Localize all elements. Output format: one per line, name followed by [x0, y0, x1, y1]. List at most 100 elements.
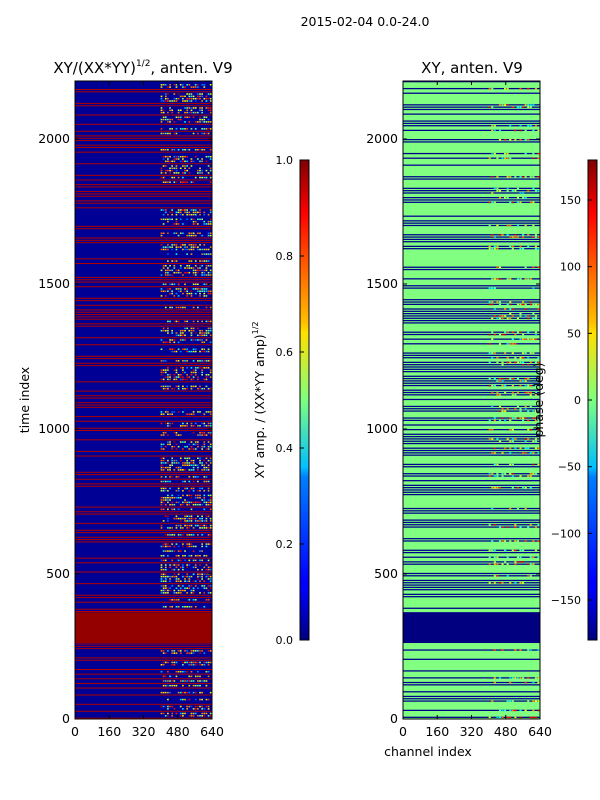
heatmap-cell — [205, 425, 208, 427]
heatmap-cell — [167, 253, 169, 255]
heatmap-cell — [197, 515, 199, 518]
heatmap-cell — [488, 303, 491, 306]
heatmap-cell — [177, 172, 180, 174]
heatmap-cell — [207, 661, 210, 664]
heatmap-cell — [522, 176, 525, 178]
heatmap-cell — [498, 343, 502, 345]
heatmap-cell — [501, 380, 504, 382]
heatmap-cell — [175, 332, 178, 334]
heatmap-cell — [184, 520, 186, 522]
heatmap-cell — [175, 132, 178, 135]
heatmap-cell — [186, 413, 189, 415]
heatmap-cell — [177, 564, 180, 566]
heatmap-cell — [532, 176, 535, 178]
left-heatmap — [75, 81, 212, 719]
heatmap-cell — [164, 606, 167, 608]
heatmap-cell — [529, 338, 532, 341]
heatmap-cell — [190, 371, 193, 374]
heatmap-cell — [504, 308, 507, 310]
heatmap-cell — [177, 606, 180, 608]
heatmap-cell — [184, 445, 186, 448]
heatmap-cell — [192, 580, 195, 582]
heatmap-cell — [169, 422, 171, 425]
heatmap-cell — [201, 248, 204, 251]
heatmap-cell — [488, 438, 491, 440]
heatmap-cell — [516, 561, 520, 563]
heatmap-cell — [182, 332, 184, 334]
heatmap-cell — [175, 432, 178, 434]
heatmap-cell — [177, 670, 180, 673]
heatmap-cell — [169, 464, 171, 466]
heatmap-cell — [192, 371, 195, 374]
heatmap-cell — [527, 357, 530, 359]
heatmap-cell — [160, 348, 163, 350]
heatmap-cell — [188, 578, 191, 580]
heatmap-cell — [203, 378, 206, 381]
heatmap-row-line — [75, 105, 212, 107]
heatmap-cell — [169, 587, 171, 589]
heatmap-cell — [182, 223, 184, 225]
heatmap-cell — [186, 503, 189, 506]
heatmap-cell — [207, 232, 210, 234]
heatmap-cell — [186, 111, 189, 114]
heatmap-cell — [177, 93, 180, 95]
heatmap-cell — [519, 106, 522, 109]
heatmap-cell — [205, 253, 208, 255]
heatmap-row-stripe — [403, 463, 540, 466]
heatmap-cell — [509, 343, 512, 345]
heatmap-cell — [207, 501, 210, 504]
heatmap-cell — [175, 97, 178, 100]
heatmap-cell — [207, 445, 210, 448]
heatmap-cell — [491, 487, 494, 489]
heatmap-row-line — [75, 318, 212, 320]
heatmap-cell — [160, 128, 163, 130]
heatmap-cell — [160, 445, 163, 448]
heatmap-cell — [192, 432, 195, 434]
heatmap-cell — [173, 650, 176, 652]
heatmap-cell — [207, 234, 210, 237]
heatmap-cell — [194, 545, 197, 548]
heatmap-cell — [498, 405, 502, 408]
heatmap-cell — [167, 496, 169, 499]
heatmap-cell — [493, 236, 496, 238]
heatmap-cell — [186, 376, 189, 378]
heatmap-cell — [197, 650, 199, 652]
heatmap-cell — [192, 269, 195, 272]
heatmap-cell — [182, 100, 184, 102]
heatmap-cell — [192, 329, 195, 332]
heatmap-cell — [203, 441, 206, 443]
heatmap-cell — [162, 232, 165, 234]
heatmap-cell — [491, 452, 494, 454]
heatmap-cell — [160, 487, 163, 490]
heatmap-cell — [182, 244, 184, 246]
heatmap-cell — [207, 494, 210, 497]
heatmap-cell — [160, 664, 163, 666]
heatmap-cell — [197, 503, 199, 506]
heatmap-cell — [207, 132, 210, 135]
heatmap-cell — [167, 121, 169, 123]
heatmap-cell — [188, 462, 191, 464]
heatmap-cell — [190, 387, 193, 390]
left-colorbar-gradient — [299, 159, 310, 641]
heatmap-cell — [162, 545, 165, 548]
heatmap-cell — [514, 438, 517, 440]
heatmap-cell — [171, 176, 174, 179]
heatmap-cell — [529, 524, 532, 526]
heatmap-cell — [205, 169, 208, 172]
heatmap-cell — [527, 315, 530, 317]
heatmap-cell — [207, 290, 210, 292]
heatmap-cell — [203, 290, 206, 292]
heatmap-cell — [522, 582, 525, 584]
heatmap-cell — [188, 213, 191, 216]
heatmap-cell — [199, 116, 201, 118]
heatmap-row-stripe — [403, 589, 540, 591]
heatmap-row-line — [75, 202, 212, 204]
heatmap-cell — [192, 244, 195, 246]
heatmap-cell — [203, 432, 206, 434]
heatmap-cell — [509, 125, 512, 127]
heatmap-cell — [201, 534, 204, 536]
heatmap-cell — [209, 223, 212, 225]
heatmap-cell — [194, 691, 197, 694]
heatmap-cell — [209, 176, 212, 179]
